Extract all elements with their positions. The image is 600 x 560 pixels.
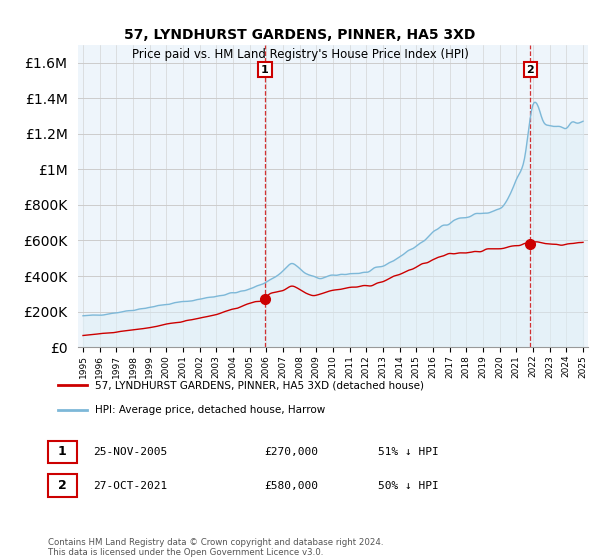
Text: Price paid vs. HM Land Registry's House Price Index (HPI): Price paid vs. HM Land Registry's House … — [131, 48, 469, 60]
Text: 57, LYNDHURST GARDENS, PINNER, HA5 3XD (detached house): 57, LYNDHURST GARDENS, PINNER, HA5 3XD (… — [95, 380, 424, 390]
Text: £580,000: £580,000 — [264, 480, 318, 491]
Text: 51% ↓ HPI: 51% ↓ HPI — [378, 447, 439, 457]
Text: 57, LYNDHURST GARDENS, PINNER, HA5 3XD: 57, LYNDHURST GARDENS, PINNER, HA5 3XD — [124, 28, 476, 42]
Text: 1: 1 — [58, 445, 67, 459]
Text: Contains HM Land Registry data © Crown copyright and database right 2024.
This d: Contains HM Land Registry data © Crown c… — [48, 538, 383, 557]
Text: 1: 1 — [261, 65, 269, 74]
Text: 2: 2 — [58, 479, 67, 492]
Text: HPI: Average price, detached house, Harrow: HPI: Average price, detached house, Harr… — [95, 405, 325, 415]
Text: 25-NOV-2005: 25-NOV-2005 — [93, 447, 167, 457]
Text: 50% ↓ HPI: 50% ↓ HPI — [378, 480, 439, 491]
Text: £270,000: £270,000 — [264, 447, 318, 457]
Text: 2: 2 — [526, 65, 534, 74]
Text: 27-OCT-2021: 27-OCT-2021 — [93, 480, 167, 491]
